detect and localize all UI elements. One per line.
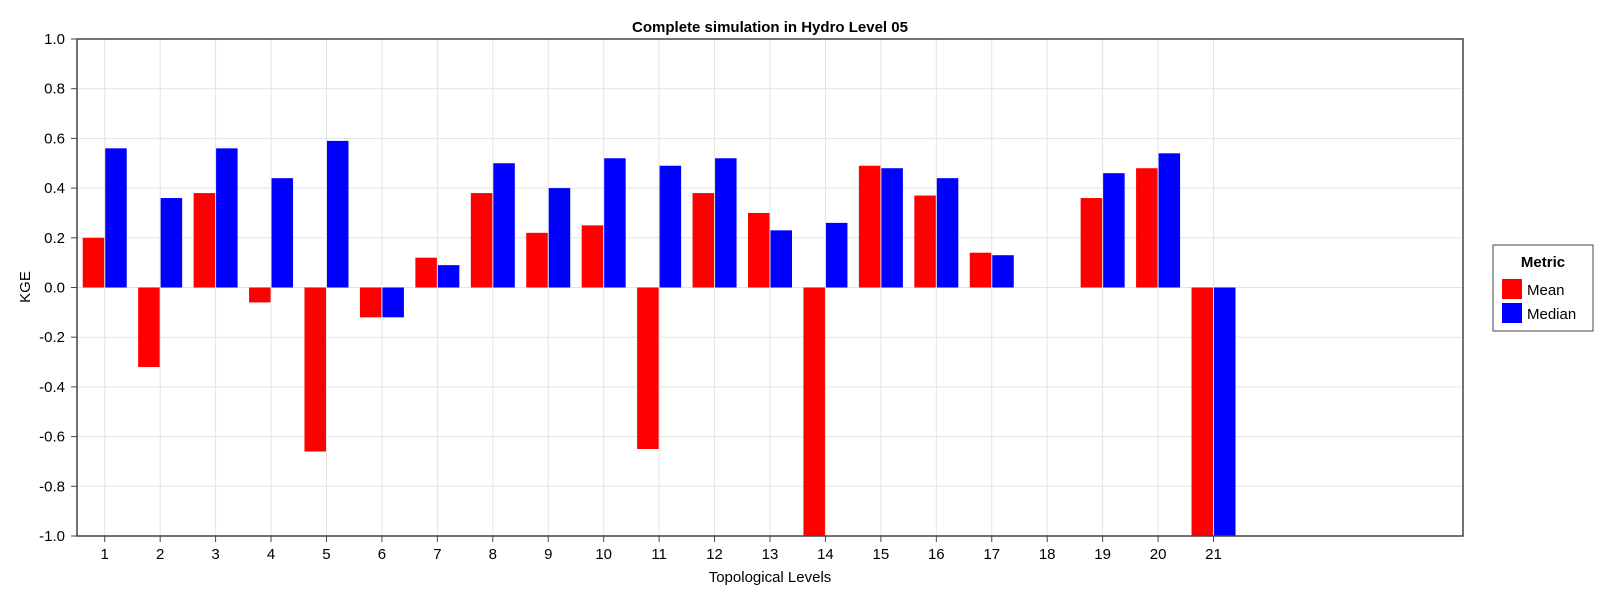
x-tick-label: 1 bbox=[101, 546, 109, 563]
x-tick-label: 15 bbox=[873, 546, 890, 563]
y-tick-label: -0.4 bbox=[39, 379, 65, 396]
x-tick-label: 13 bbox=[762, 546, 779, 563]
bar-median-10 bbox=[604, 158, 626, 288]
bar-median-11 bbox=[659, 165, 682, 288]
y-tick-label: 0.8 bbox=[44, 81, 65, 98]
bar-mean-19 bbox=[1080, 198, 1103, 288]
bars bbox=[82, 140, 1236, 536]
y-tick-label: 0.4 bbox=[44, 180, 65, 197]
bar-median-2 bbox=[160, 198, 183, 288]
bar-mean-20 bbox=[1136, 168, 1158, 288]
x-axis-ticks: 1 2 3 4 5 6 7 8 9 10 11 12 13 14 15 16 17 18 19 20 21 bbox=[101, 536, 1222, 563]
bar-mean-8 bbox=[470, 193, 493, 288]
x-tick-label: 4 bbox=[267, 546, 275, 563]
x-tick-label: 10 bbox=[595, 546, 612, 563]
bar-mean-15 bbox=[858, 165, 881, 288]
bar-median-12 bbox=[715, 158, 737, 288]
x-tick-label: 11 bbox=[651, 546, 667, 563]
bar-median-21 bbox=[1214, 287, 1236, 536]
x-tick-label: 7 bbox=[433, 546, 441, 563]
bar-mean-13 bbox=[748, 212, 770, 288]
bar-mean-12 bbox=[692, 193, 715, 288]
x-tick-label: 19 bbox=[1094, 546, 1111, 563]
bar-mean-7 bbox=[415, 257, 437, 288]
bar-mean-3 bbox=[193, 193, 216, 288]
bar-median-1 bbox=[105, 148, 127, 288]
bar-median-3 bbox=[216, 148, 238, 288]
bar-mean-1 bbox=[82, 237, 105, 288]
chart-title: Complete simulation in Hydro Level 05 bbox=[632, 19, 908, 36]
x-tick-label: 6 bbox=[378, 546, 386, 563]
bar-median-9 bbox=[548, 188, 571, 288]
bar-mean-9 bbox=[526, 232, 548, 288]
x-tick-label: 9 bbox=[544, 546, 552, 563]
x-tick-label: 17 bbox=[983, 546, 1000, 563]
y-tick-label: -0.6 bbox=[39, 429, 65, 446]
bar-mean-2 bbox=[138, 287, 160, 368]
bar-median-20 bbox=[1158, 153, 1181, 288]
bar-mean-17 bbox=[969, 252, 992, 288]
bar-mean-4 bbox=[249, 287, 271, 303]
x-tick-label: 12 bbox=[706, 546, 723, 563]
bar-mean-6 bbox=[359, 287, 382, 318]
y-tick-label: 0.2 bbox=[44, 230, 65, 247]
bar-mean-10 bbox=[581, 225, 604, 288]
y-tick-label: -0.8 bbox=[39, 478, 65, 495]
x-tick-label: 3 bbox=[211, 546, 219, 563]
legend-label-median: Median bbox=[1527, 306, 1576, 323]
y-axis-ticks: -1.0 -0.8 -0.6 -0.4 -0.2 0.0 0.2 0.4 0.6 0.8 1.0 bbox=[39, 31, 77, 545]
bar-median-13 bbox=[770, 230, 792, 288]
bar-mean-14 bbox=[803, 287, 825, 536]
x-tick-label: 5 bbox=[322, 546, 330, 563]
y-tick-label: 0.0 bbox=[44, 280, 65, 297]
legend-label-mean: Mean bbox=[1527, 282, 1565, 299]
legend: Metric Mean Median bbox=[1492, 244, 1594, 332]
x-tick-label: 20 bbox=[1150, 546, 1167, 563]
bar-median-16 bbox=[936, 178, 959, 288]
x-tick-label: 16 bbox=[928, 546, 945, 563]
y-tick-label: -0.2 bbox=[39, 329, 65, 346]
x-tick-label: 14 bbox=[817, 546, 834, 563]
bar-median-19 bbox=[1103, 173, 1125, 288]
legend-swatch-median bbox=[1502, 303, 1522, 323]
x-tick-label: 18 bbox=[1039, 546, 1056, 563]
bar-median-15 bbox=[881, 168, 903, 288]
x-tick-label: 2 bbox=[156, 546, 164, 563]
bar-median-17 bbox=[992, 255, 1014, 288]
legend-title: Metric bbox=[1521, 254, 1565, 271]
bar-mean-11 bbox=[637, 287, 659, 450]
y-axis-title: KGE bbox=[17, 271, 34, 303]
x-tick-label: 8 bbox=[489, 546, 497, 563]
y-tick-label: 0.6 bbox=[44, 130, 65, 147]
bar-median-4 bbox=[271, 178, 294, 288]
y-tick-label: 1.0 bbox=[44, 31, 65, 48]
bar-mean-16 bbox=[914, 195, 936, 288]
x-tick-label: 21 bbox=[1205, 546, 1222, 563]
x-axis-title: Topological Levels bbox=[709, 569, 832, 586]
y-tick-label: -1.0 bbox=[39, 528, 65, 545]
bar-median-8 bbox=[493, 163, 515, 288]
bar-median-14 bbox=[825, 222, 848, 288]
bar-mean-21 bbox=[1191, 287, 1214, 536]
bar-median-6 bbox=[382, 287, 404, 318]
legend-items: Mean Median bbox=[1502, 279, 1576, 323]
bar-median-7 bbox=[437, 265, 460, 288]
bar-mean-5 bbox=[304, 287, 326, 452]
bar-median-5 bbox=[326, 140, 349, 288]
legend-swatch-mean bbox=[1502, 279, 1522, 299]
